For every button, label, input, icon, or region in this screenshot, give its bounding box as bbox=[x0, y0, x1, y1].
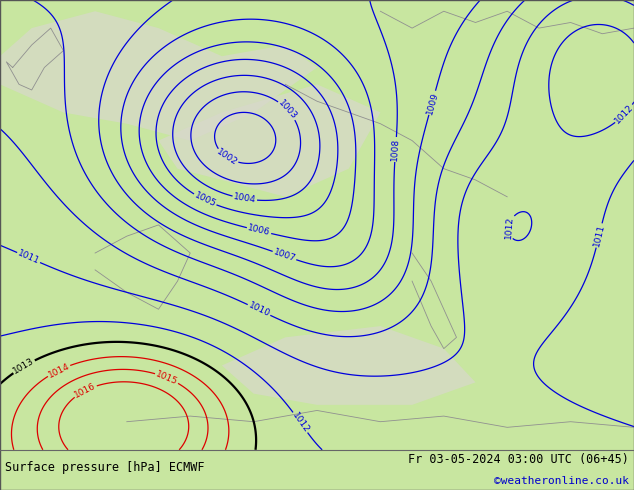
Text: 1013: 1013 bbox=[11, 357, 36, 376]
Text: 1006: 1006 bbox=[247, 223, 271, 238]
Text: 1011: 1011 bbox=[16, 249, 41, 266]
Polygon shape bbox=[158, 84, 380, 197]
Text: 1008: 1008 bbox=[391, 138, 401, 161]
Text: 1015: 1015 bbox=[155, 369, 179, 387]
Text: 1012: 1012 bbox=[290, 411, 311, 435]
Text: 1014: 1014 bbox=[46, 361, 71, 379]
Text: 1003: 1003 bbox=[276, 98, 299, 122]
Text: 1012: 1012 bbox=[504, 215, 514, 239]
Polygon shape bbox=[0, 11, 317, 141]
Text: 1016: 1016 bbox=[73, 381, 98, 400]
Text: 1011: 1011 bbox=[592, 223, 606, 248]
Text: Surface pressure [hPa] ECMWF: Surface pressure [hPa] ECMWF bbox=[5, 462, 205, 474]
Polygon shape bbox=[222, 326, 476, 405]
Text: 1005: 1005 bbox=[193, 191, 217, 209]
Text: 1002: 1002 bbox=[215, 147, 239, 168]
Text: 1009: 1009 bbox=[425, 91, 439, 115]
Text: 1004: 1004 bbox=[233, 193, 257, 205]
Text: ©weatheronline.co.uk: ©weatheronline.co.uk bbox=[494, 476, 629, 486]
Text: 1012: 1012 bbox=[613, 103, 634, 125]
Text: Fr 03-05-2024 03:00 UTC (06+45): Fr 03-05-2024 03:00 UTC (06+45) bbox=[408, 453, 629, 466]
Text: 1007: 1007 bbox=[272, 247, 297, 264]
Text: 1010: 1010 bbox=[247, 301, 271, 319]
